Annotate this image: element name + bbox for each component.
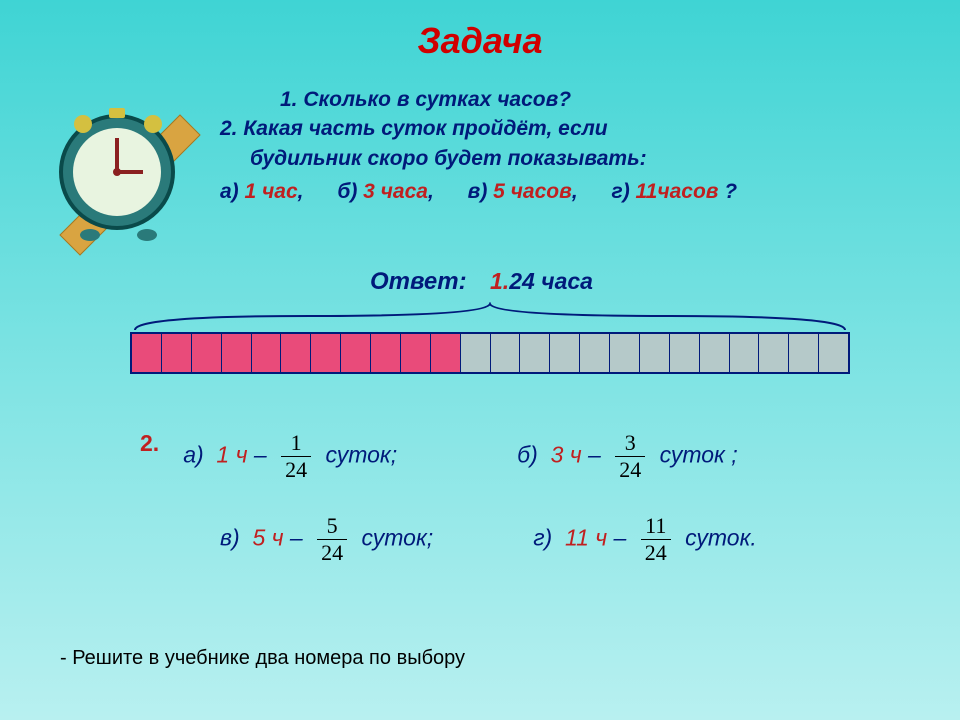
bar-cell: [610, 334, 640, 372]
fraction-bar: [130, 332, 850, 374]
bar-cell: [520, 334, 550, 372]
bar-cell: [730, 334, 760, 372]
bar-cell: [371, 334, 401, 372]
bar-cell: [311, 334, 341, 372]
bar-cell: [431, 334, 461, 372]
opt-b-val: 3 часа: [363, 180, 428, 203]
clock-illustration: [35, 90, 205, 260]
q1-num: 1.: [280, 88, 298, 111]
answer-label: Ответ:: [370, 268, 467, 296]
bar-cell: [461, 334, 491, 372]
fraction-b: 324: [615, 430, 645, 483]
bar-cells: [130, 332, 850, 374]
opt-a-label: а): [220, 180, 245, 203]
bar-cell: [640, 334, 670, 372]
bar-cell: [401, 334, 431, 372]
bar-cell: [222, 334, 252, 372]
answers-2: 2. а) 1 ч – 124 суток; б) 3 ч – 324 суто…: [140, 430, 900, 596]
ans2-num: 2.: [140, 430, 159, 483]
bar-cell: [192, 334, 222, 372]
ans-v: в) 5 ч – 524 суток;: [220, 513, 433, 566]
q1-text: Сколько в сутках часов?: [298, 88, 572, 111]
bar-cell: [341, 334, 371, 372]
bar-cell: [700, 334, 730, 372]
answer1-num: 1.: [490, 268, 509, 294]
footer-instruction: - Решите в учебнике два номера по выбору: [60, 647, 465, 670]
ans-b: б) 3 ч – 324 суток ;: [517, 430, 738, 483]
problem-text: 1. Сколько в сутках часов? 2. Какая част…: [220, 85, 920, 207]
bar-cell: [281, 334, 311, 372]
bar-cell: [580, 334, 610, 372]
opt-v-label: в): [468, 180, 494, 203]
bar-cell: [819, 334, 848, 372]
opt-g-val: 11часов: [636, 180, 725, 203]
brace-icon: [130, 302, 850, 332]
page-title: Задача: [0, 0, 960, 62]
opt-g-label: г): [612, 180, 636, 203]
answer1-val: 24 часа: [509, 268, 593, 294]
q2-line2: будильник скоро будет показывать:: [250, 147, 647, 170]
bar-cell: [789, 334, 819, 372]
bar-cell: [670, 334, 700, 372]
fraction-v: 524: [317, 513, 347, 566]
bar-cell: [550, 334, 580, 372]
ans-g: г) 11 ч – 1124 суток.: [533, 513, 757, 566]
fraction-a: 124: [281, 430, 311, 483]
bar-cell: [132, 334, 162, 372]
fraction-g: 1124: [641, 513, 671, 566]
opt-b-label: б): [337, 180, 363, 203]
answer1: 1.24 часа: [490, 268, 593, 295]
ans-a: а) 1 ч – 124 суток;: [183, 430, 397, 483]
opt-a-val: 1 час: [245, 180, 298, 203]
q2-line1: Какая часть суток пройдёт, если: [238, 117, 608, 140]
q2-num: 2.: [220, 117, 238, 140]
bar-cell: [162, 334, 192, 372]
opt-v-val: 5 часов: [493, 180, 572, 203]
bar-cell: [759, 334, 789, 372]
bar-cell: [491, 334, 521, 372]
bar-cell: [252, 334, 282, 372]
